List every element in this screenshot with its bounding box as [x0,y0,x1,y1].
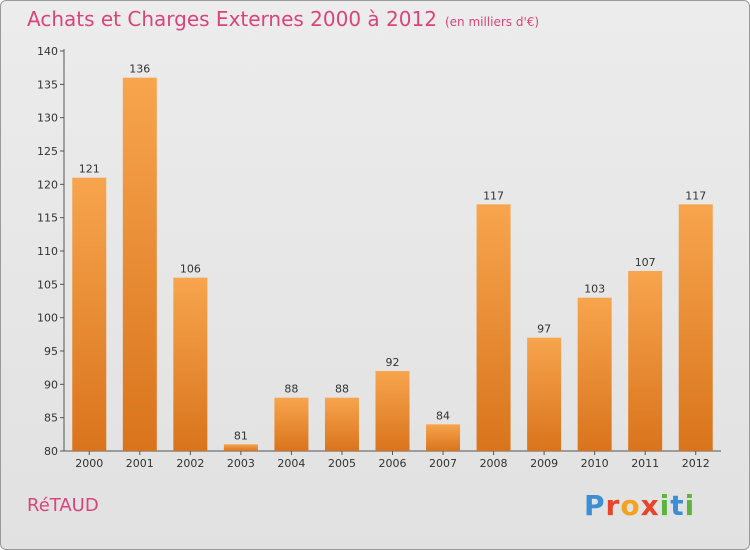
y-tick-label: 125 [37,145,58,158]
value-label-2009: 97 [537,323,551,336]
value-label-2000: 121 [79,163,100,176]
x-tick-label-2002: 2002 [176,457,204,470]
x-tick-label-2010: 2010 [581,457,609,470]
bar-2008 [476,204,511,451]
y-tick-label: 110 [37,245,58,258]
bar-2012 [678,204,713,451]
x-tick-label-2005: 2005 [328,457,356,470]
bar-2009 [527,337,562,451]
x-tick-label-2004: 2004 [277,457,305,470]
y-tick-label: 90 [44,378,58,391]
bar-2002 [173,277,208,451]
x-tick-label-2003: 2003 [227,457,255,470]
bar-2004 [274,397,309,451]
bar-2001 [122,77,157,452]
y-tick-label: 115 [37,212,58,225]
value-label-2001: 136 [129,63,150,76]
y-tick-label: 120 [37,178,58,191]
value-label-2003: 81 [234,429,248,442]
x-tick-label-2007: 2007 [429,457,457,470]
bar-2011 [628,271,663,451]
x-tick-label-2000: 2000 [75,457,103,470]
value-label-2008: 117 [483,189,504,202]
bar-2003 [223,444,258,451]
value-label-2010: 103 [584,283,605,296]
y-tick-label: 130 [37,112,58,125]
x-tick-label-2011: 2011 [631,457,659,470]
y-tick-label: 135 [37,78,58,91]
x-tick-label-2009: 2009 [530,457,558,470]
value-label-2007: 84 [436,409,450,422]
y-tick-label: 100 [37,312,58,325]
value-label-2012: 117 [685,189,706,202]
bar-2006 [375,371,410,451]
chart-unit: (en milliers d'€) [444,15,540,29]
value-label-2005: 88 [335,383,349,396]
y-tick-label: 80 [44,445,58,458]
bar-2007 [426,424,461,451]
x-tick-label-2006: 2006 [379,457,407,470]
bar-2000 [72,177,107,451]
chart-title-text: Achats et Charges Externes 2000 à 2012 [27,7,437,31]
y-tick-label: 140 [37,45,58,58]
bar-2010 [577,297,612,451]
value-label-2002: 106 [180,263,201,276]
commune-name: RéTAUD [27,495,99,516]
x-tick-label-2001: 2001 [126,457,154,470]
value-label-2006: 92 [386,356,400,369]
bar-2005 [324,397,359,451]
value-label-2004: 88 [284,383,298,396]
chart-title: Achats et Charges Externes 2000 à 2012 (e… [27,7,539,31]
y-tick-label: 95 [44,345,58,358]
x-tick-label-2008: 2008 [480,457,508,470]
value-label-2011: 107 [635,256,656,269]
proxiti-logo: Proxiti [584,489,696,522]
y-tick-label: 105 [37,278,58,291]
y-tick-label: 85 [44,412,58,425]
x-tick-label-2012: 2012 [682,457,710,470]
